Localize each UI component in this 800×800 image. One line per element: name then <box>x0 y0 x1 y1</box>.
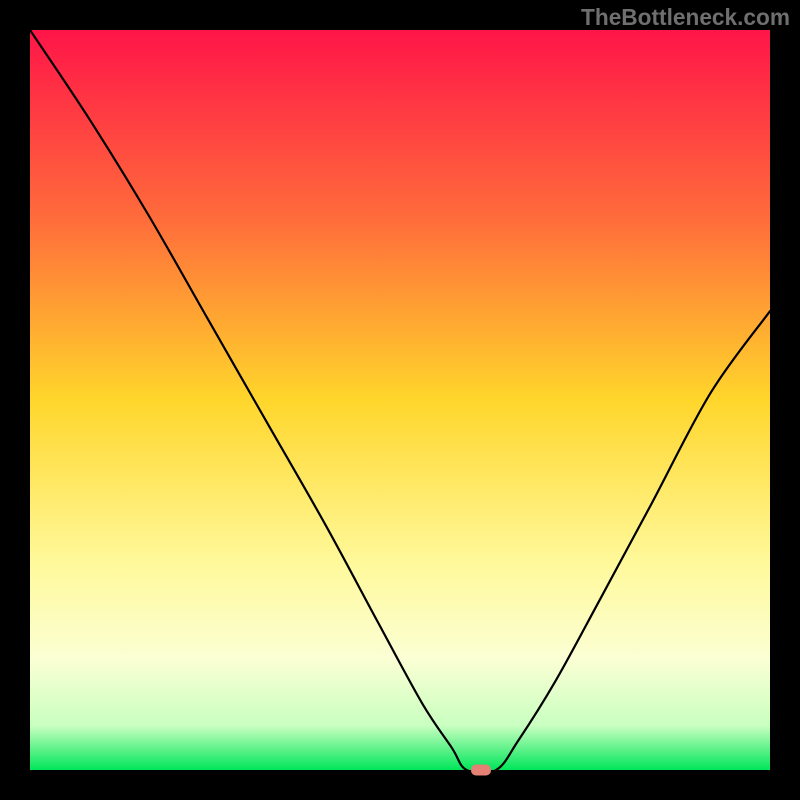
plot-area <box>30 30 770 770</box>
optimum-marker <box>471 765 491 776</box>
chart-container: TheBottleneck.com <box>0 0 800 800</box>
watermark-text: TheBottleneck.com <box>581 4 790 31</box>
bottleneck-curve <box>30 30 770 770</box>
